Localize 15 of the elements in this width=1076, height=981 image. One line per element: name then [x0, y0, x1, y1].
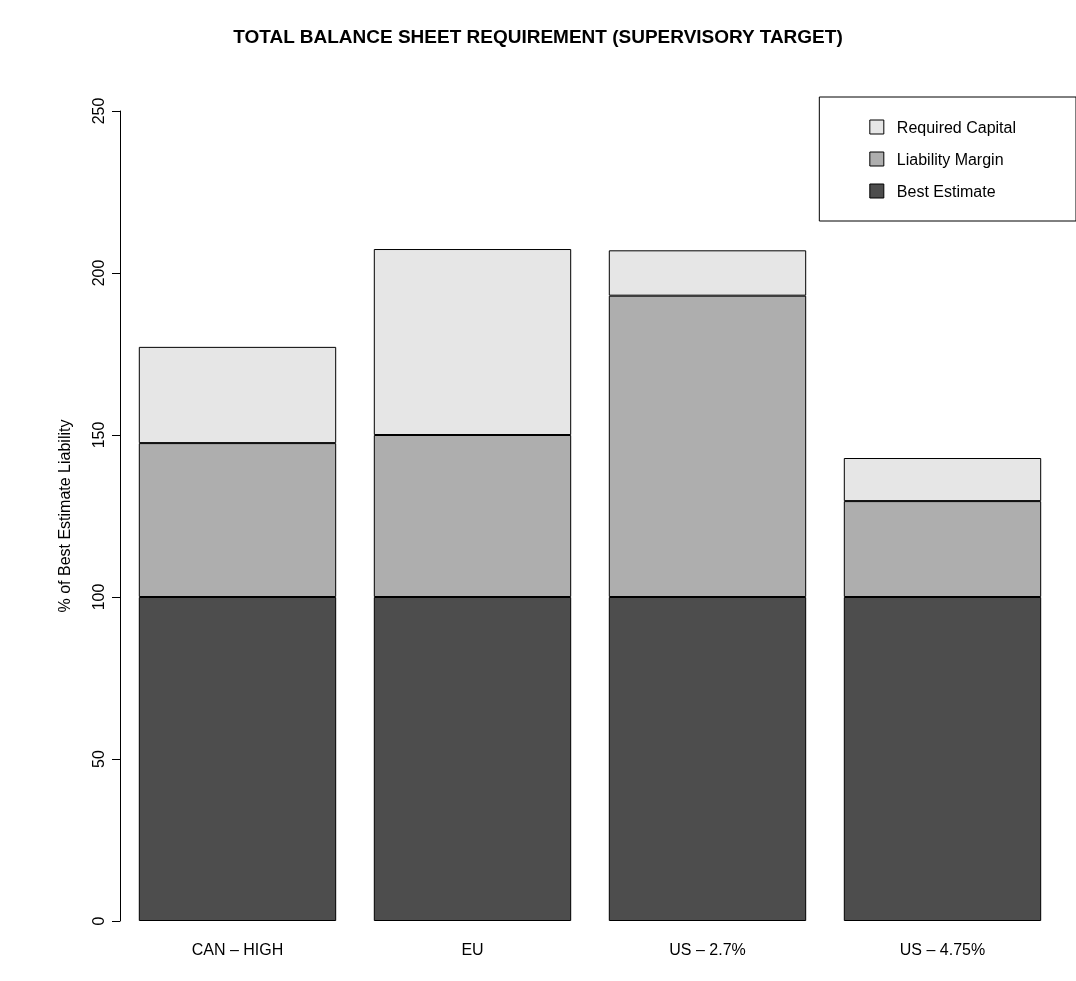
y-tick-label: 50 [89, 750, 107, 768]
x-tick-label: US – 4.75% [899, 940, 986, 958]
x-tick-label: EU [461, 940, 484, 958]
x-tick-label: CAN – HIGH [191, 940, 284, 958]
y-axis-title: % of Best Estimate Liability [55, 419, 73, 613]
y-tick-label: 200 [89, 259, 107, 287]
y-tick-label: 100 [89, 583, 107, 611]
legend-label: Best Estimate [896, 182, 996, 200]
y-tick-label: 150 [89, 421, 107, 449]
legend-label: Liability Margin [896, 150, 1004, 168]
chart-title: TOTAL BALANCE SHEET REQUIREMENT (SUPERVISORY TARGET) [233, 26, 843, 47]
x-tick-label: US – 2.7% [669, 940, 746, 958]
y-tick-label: 250 [89, 97, 107, 125]
y-tick-label: 0 [89, 916, 107, 926]
legend-label: Required Capital [896, 118, 1017, 136]
